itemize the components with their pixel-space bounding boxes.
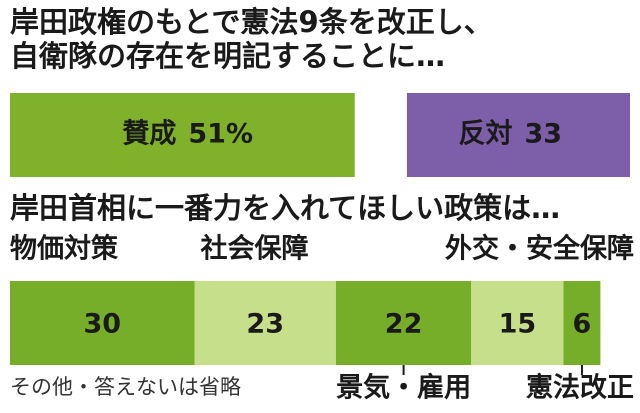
note: その他・答えないは省略	[10, 375, 241, 399]
series-label: 社会保障	[201, 233, 309, 265]
bar-segment	[335, 281, 472, 365]
value-label: 30	[83, 309, 121, 340]
value-label: 33	[524, 119, 562, 150]
value-label: 23	[246, 309, 284, 340]
chart-title: 自衛隊の存在を明記することに…	[10, 39, 445, 73]
bar-segment	[471, 281, 564, 365]
bar-segment	[10, 281, 195, 365]
chart-title: 岸田首相に一番力を入れてほしい政策は…	[10, 191, 560, 225]
value-label: 6	[573, 309, 592, 340]
bar-segment	[194, 281, 336, 365]
series-label: 物価対策	[10, 233, 119, 265]
series-label: 景気・雇用	[336, 372, 471, 404]
bar	[406, 93, 630, 177]
category-label: 反対	[458, 119, 512, 150]
series-label: 外交・安全保障	[445, 233, 634, 265]
series-label: 憲法改正	[526, 372, 634, 404]
category-label: 賛成	[122, 119, 176, 150]
value-label: 51%	[188, 119, 253, 150]
bar-segment	[563, 281, 601, 365]
chart-title: 岸田政権のもとで憲法9条を改正し、	[10, 5, 493, 39]
bar	[10, 93, 355, 177]
value-label: 22	[385, 309, 423, 340]
value-label: 15	[499, 309, 537, 340]
